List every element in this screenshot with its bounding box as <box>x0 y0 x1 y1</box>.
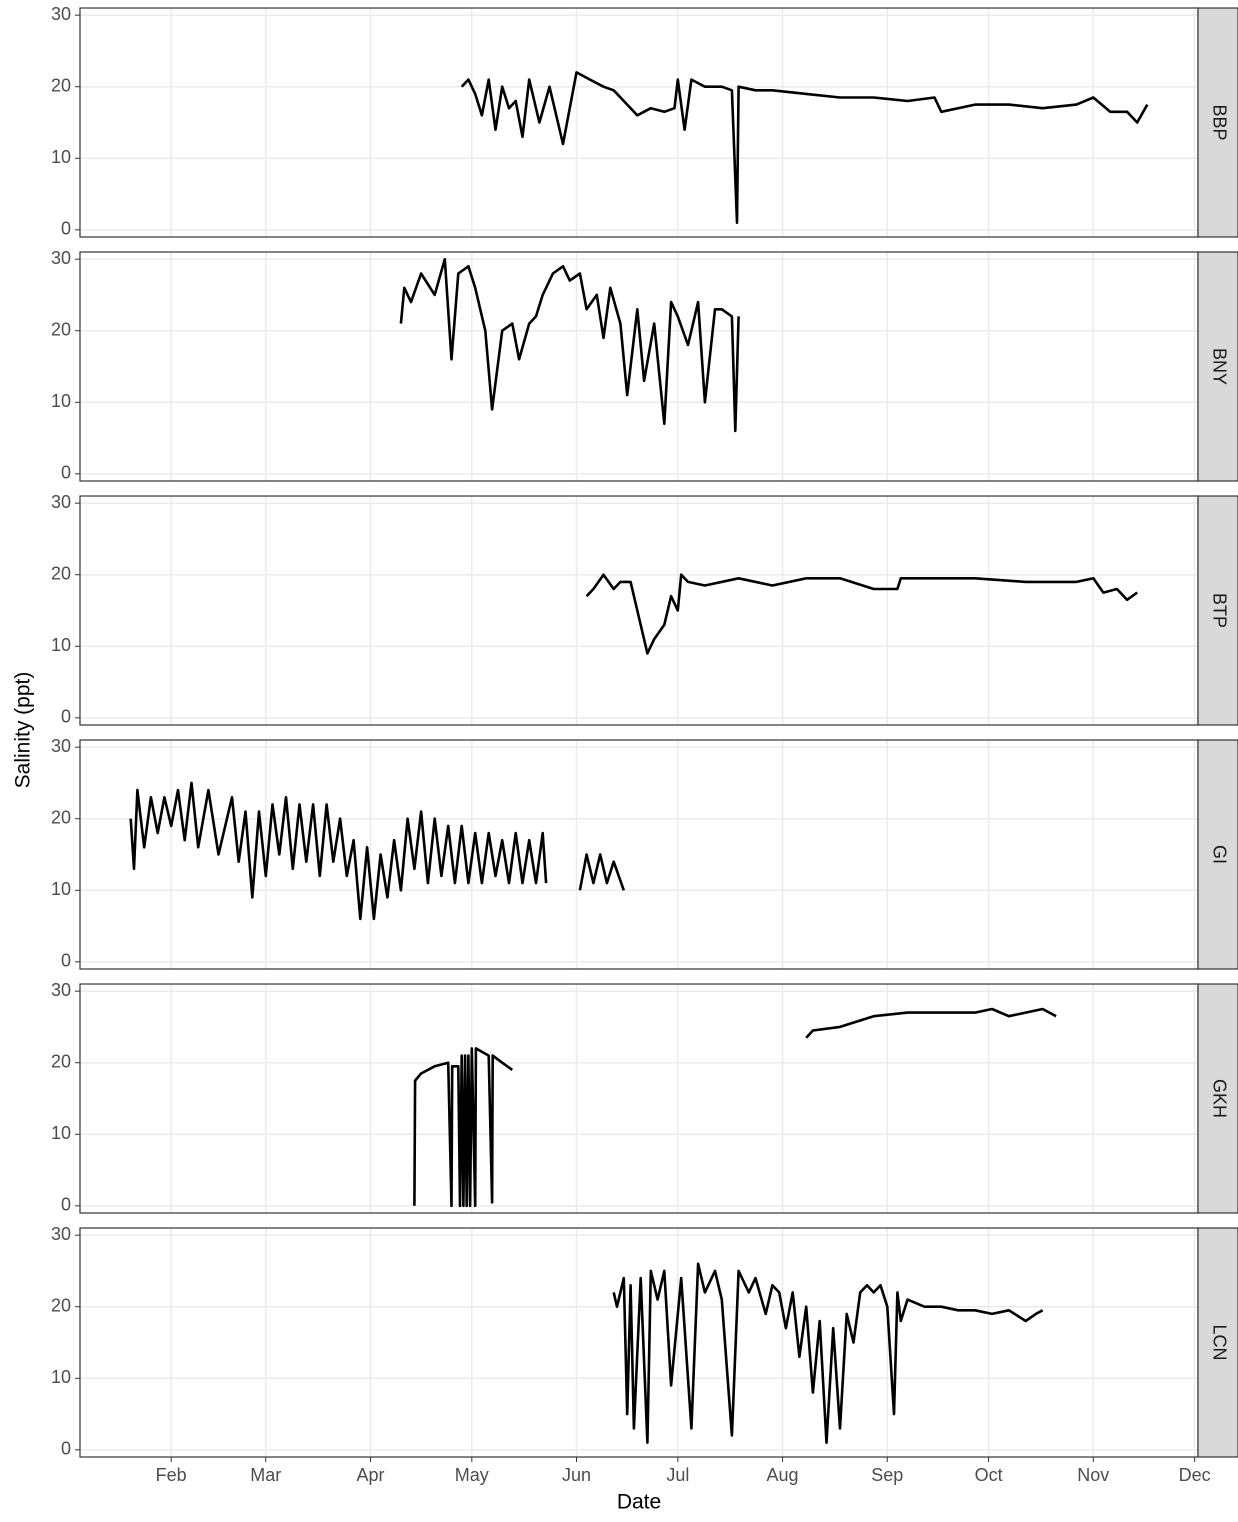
series-line <box>612 1262 1044 1444</box>
y-tick-label: 20 <box>51 1051 71 1071</box>
y-tick-label: 0 <box>61 1195 71 1215</box>
y-tick-label: 20 <box>51 563 71 583</box>
x-tick-label: Jul <box>666 1465 689 1485</box>
y-tick-label: 10 <box>51 635 71 655</box>
series-line <box>399 257 740 433</box>
y-tick-label: 10 <box>51 147 71 167</box>
strip-label: BTP <box>1209 593 1229 628</box>
strip-label: BNY <box>1209 348 1229 385</box>
x-tick-label: Sep <box>871 1465 903 1485</box>
x-tick-label: May <box>455 1465 489 1485</box>
y-tick-label: 0 <box>61 707 71 727</box>
y-tick-label: 30 <box>51 4 71 24</box>
y-tick-label: 30 <box>51 1224 71 1244</box>
x-tick-label: Aug <box>767 1465 799 1485</box>
y-tick-label: 10 <box>51 879 71 899</box>
x-tick-label: Mar <box>250 1465 281 1485</box>
y-tick-label: 10 <box>51 391 71 411</box>
panel-background <box>80 8 1198 237</box>
y-tick-label: 30 <box>51 980 71 1000</box>
y-tick-label: 20 <box>51 319 71 339</box>
series-line <box>585 573 1138 655</box>
series-line <box>129 781 548 921</box>
y-tick-label: 20 <box>51 807 71 827</box>
series-line <box>805 1007 1057 1039</box>
strip <box>1197 495 1238 726</box>
y-tick-label: 0 <box>61 219 71 239</box>
strip <box>1197 739 1238 970</box>
strip <box>1197 983 1238 1214</box>
y-tick-label: 30 <box>51 736 71 756</box>
strip <box>1197 1227 1238 1458</box>
y-tick-label: 10 <box>51 1367 71 1387</box>
x-tick-label: Jun <box>562 1465 591 1485</box>
y-tick-label: 0 <box>61 1439 71 1459</box>
x-axis-label: Date <box>617 1491 661 1514</box>
y-tick-label: 30 <box>51 248 71 268</box>
strip-label: GI <box>1209 845 1229 864</box>
y-tick-label: 20 <box>51 1295 71 1315</box>
x-tick-label: Oct <box>975 1465 1003 1485</box>
panel-background <box>80 984 1198 1213</box>
strip-label: BBP <box>1209 104 1229 140</box>
series-line <box>413 1047 514 1208</box>
panel-background <box>80 252 1198 481</box>
y-axis-label: Salinity (ppt) <box>12 672 35 789</box>
y-tick-label: 0 <box>61 951 71 971</box>
strip-label: LCN <box>1209 1324 1229 1360</box>
strip <box>1197 7 1238 238</box>
y-tick-label: 10 <box>51 1123 71 1143</box>
panel-background <box>80 496 1198 725</box>
y-tick-label: 30 <box>51 492 71 512</box>
series-line <box>578 853 626 891</box>
x-tick-label: Apr <box>356 1465 384 1485</box>
x-tick-label: Nov <box>1077 1465 1109 1485</box>
y-tick-label: 20 <box>51 75 71 95</box>
series-line <box>460 71 1149 224</box>
strip <box>1197 251 1238 482</box>
x-tick-label: Dec <box>1179 1465 1211 1485</box>
strip-label: GKH <box>1209 1079 1229 1118</box>
x-tick-label: Feb <box>156 1465 187 1485</box>
y-tick-label: 0 <box>61 463 71 483</box>
